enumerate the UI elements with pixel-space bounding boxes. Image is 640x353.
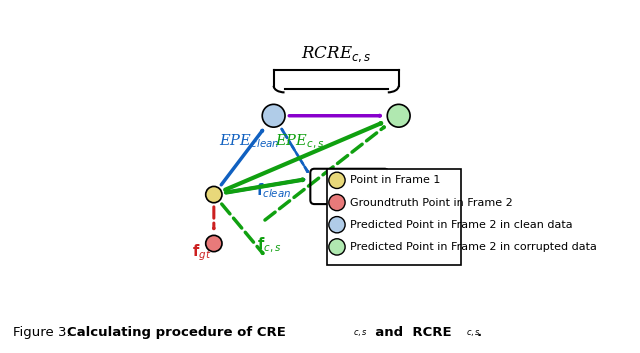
Text: Point in Frame 1: Point in Frame 1 [350,175,440,185]
Text: EPE$_{c,s}$: EPE$_{c,s}$ [275,132,324,151]
FancyBboxPatch shape [326,169,461,265]
Text: .: . [477,326,482,339]
FancyArrowPatch shape [221,204,263,253]
FancyArrowPatch shape [265,127,384,220]
FancyArrowPatch shape [282,129,308,172]
FancyArrowPatch shape [221,131,262,185]
Text: Calculating procedure of CRE: Calculating procedure of CRE [67,326,286,339]
FancyArrowPatch shape [282,129,308,172]
FancyArrowPatch shape [289,115,380,116]
Text: Groundtruth Point in Frame 2: Groundtruth Point in Frame 2 [350,198,513,208]
FancyArrowPatch shape [226,179,303,192]
Text: $\mathbf{f}_{gt}$: $\mathbf{f}_{gt}$ [192,243,211,263]
Text: $_{c,s}$: $_{c,s}$ [353,326,367,339]
FancyArrowPatch shape [225,123,381,190]
Circle shape [205,235,222,252]
Text: Figure 3.: Figure 3. [13,326,70,339]
Text: Predicted Point in Frame 2 in clean data: Predicted Point in Frame 2 in clean data [350,220,573,230]
Circle shape [329,195,345,211]
Circle shape [205,186,222,203]
Text: RCRE$_{c,s}$: RCRE$_{c,s}$ [301,44,371,64]
FancyArrowPatch shape [226,179,303,192]
Text: $\mathbf{f}_{clean}$: $\mathbf{f}_{clean}$ [256,181,291,200]
Circle shape [329,239,345,255]
Text: $_{c,s}$: $_{c,s}$ [466,326,481,339]
Text: and  RCRE: and RCRE [366,326,452,339]
Text: $\mathbf{f}_{c,s}$: $\mathbf{f}_{c,s}$ [257,235,282,255]
Circle shape [329,216,345,233]
Text: Predicted Point in Frame 2 in corrupted data: Predicted Point in Frame 2 in corrupted … [350,242,597,252]
Text: EPE$_{clean}$: EPE$_{clean}$ [220,133,280,150]
Circle shape [329,172,345,189]
Circle shape [262,104,285,127]
Text: CRE$_{c,s}$: CRE$_{c,s}$ [360,211,416,229]
Circle shape [387,104,410,127]
FancyArrowPatch shape [226,179,304,192]
